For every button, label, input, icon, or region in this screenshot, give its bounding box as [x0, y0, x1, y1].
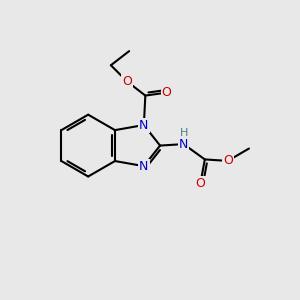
Text: H: H: [180, 128, 188, 138]
Text: O: O: [162, 86, 172, 99]
Text: N: N: [139, 118, 148, 131]
Text: O: O: [122, 75, 132, 88]
Text: O: O: [223, 154, 233, 167]
Text: O: O: [196, 177, 205, 190]
Text: N: N: [179, 138, 188, 151]
Text: N: N: [139, 160, 148, 172]
